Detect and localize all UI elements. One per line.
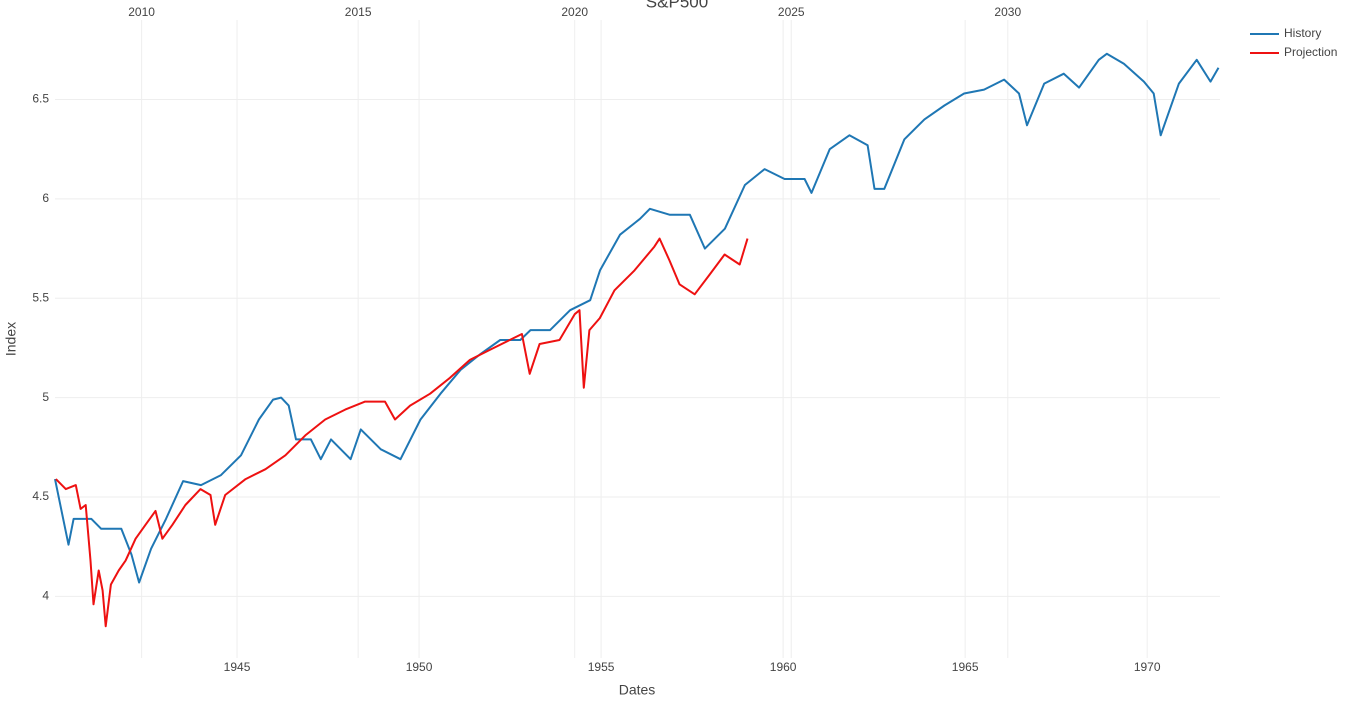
y-tick-label: 4.5 — [32, 489, 49, 503]
x2-tick-label: 2010 — [128, 5, 155, 19]
line-series — [54, 52, 1220, 584]
x-tick-label: 1960 — [770, 660, 797, 674]
x-tick-label: 1955 — [588, 660, 615, 674]
y-tick-label: 5.5 — [32, 290, 49, 304]
x-tick-label: 1965 — [952, 660, 979, 674]
x-tick-label: 1950 — [406, 660, 433, 674]
legend-label: Projection — [1284, 45, 1337, 59]
x-tick-label: 1970 — [1134, 660, 1161, 674]
y-tick-label: 5 — [42, 390, 49, 404]
x2-tick-label: 2025 — [778, 5, 805, 19]
x-axis-label: Dates — [619, 682, 656, 698]
x2-tick-label: 2015 — [345, 5, 372, 19]
line-series — [55, 237, 749, 628]
x2-tick-label: 2020 — [561, 5, 588, 19]
x2-tick-label: 2030 — [994, 5, 1021, 19]
chart-title: S&P500 — [646, 0, 708, 11]
x-tick-label: 1945 — [224, 660, 251, 674]
y-tick-label: 6.5 — [32, 92, 49, 106]
legend-label: History — [1284, 26, 1321, 40]
y-axis-label: Index — [3, 322, 19, 356]
y-tick-label: 6 — [42, 191, 49, 205]
y-tick-label: 4 — [42, 589, 49, 603]
grid — [55, 20, 1220, 658]
